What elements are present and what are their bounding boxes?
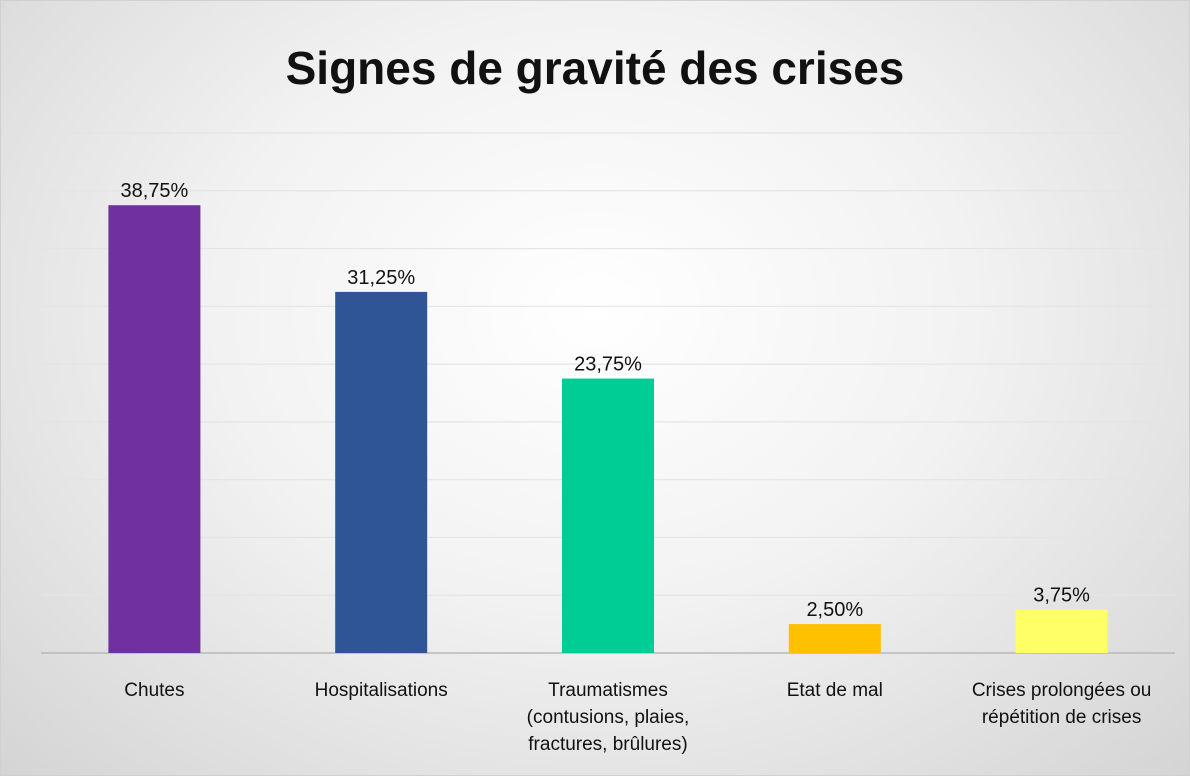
- x-tick-label: Traumatismes (contusions, plaies, fractu…: [526, 680, 690, 755]
- chart-title: Signes de gravité des crises: [285, 42, 905, 94]
- x-tick-label: Chutes: [124, 680, 185, 701]
- data-label: 23,75%: [574, 354, 642, 376]
- data-label: 38,75%: [120, 180, 188, 202]
- bar: [788, 624, 881, 653]
- x-tick-label: Hospitalisations: [314, 680, 448, 701]
- data-label: 31,25%: [347, 267, 415, 289]
- data-label: 3,75%: [1033, 585, 1090, 607]
- bar: [108, 205, 201, 653]
- data-label: 2,50%: [806, 599, 863, 621]
- bar: [1015, 609, 1108, 653]
- x-tick-label: Etat de mal: [786, 680, 883, 701]
- bar: [335, 291, 428, 653]
- x-tick-label: Crises prolongées ou répétition de crise…: [971, 680, 1152, 728]
- bar: [562, 378, 654, 653]
